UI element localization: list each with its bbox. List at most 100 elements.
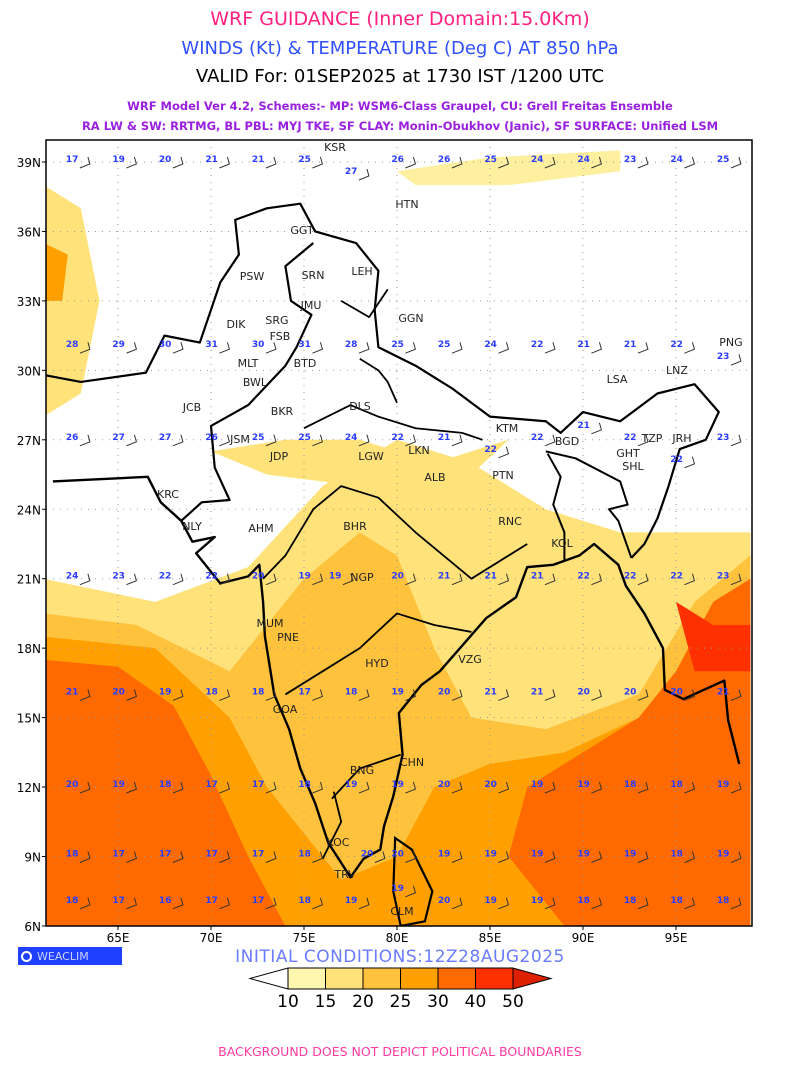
temperature-value: 25 <box>484 155 497 165</box>
valid-time: VALID For: 01SEP2025 at 1730 IST /1200 U… <box>195 66 605 87</box>
temperature-value: 17 <box>252 780 265 790</box>
wind-barb-icon <box>591 897 603 910</box>
wind-barb-icon <box>451 342 463 354</box>
wind-barb-icon <box>79 434 91 447</box>
wind-barb-icon <box>451 573 463 586</box>
station-label-lgw: LGW <box>358 450 384 463</box>
lat-label: 30N <box>17 364 41 378</box>
station-labels: KSR HTN GGT LEH SRN PSW JMU DIK SRG FSB GGN MLT BTD B… <box>157 141 743 918</box>
station-label-alb: ALB <box>424 471 445 484</box>
station-label-jrh: JRH <box>671 432 691 445</box>
station-label-srg: SRG <box>265 314 288 327</box>
temperature-value: 18 <box>66 850 79 860</box>
temperature-value: 20 <box>112 687 125 697</box>
temperature-value: 21 <box>438 433 451 443</box>
temperature-value: 18 <box>252 687 265 697</box>
map-frame <box>45 139 753 927</box>
lat-label: 12N <box>17 781 41 795</box>
wind-barb-icon <box>219 781 231 794</box>
wind-barb-icon <box>172 851 184 863</box>
temperature-value: 26 <box>438 155 451 165</box>
temperature-value: 21 <box>252 155 265 165</box>
temperature-value: 20 <box>391 572 404 582</box>
state-border <box>331 753 402 800</box>
temperature-value: 25 <box>438 340 451 350</box>
wind-barb-icon <box>637 897 649 910</box>
logo-text: WEACLIM <box>37 949 89 963</box>
wind-barb-icon <box>684 342 696 354</box>
temperature-value: 22 <box>670 572 683 582</box>
station-label-bwl: BWL <box>243 376 268 389</box>
wind-barb-icon <box>451 851 463 863</box>
shade-west-north <box>46 186 100 416</box>
wind-barb-icon <box>79 897 91 910</box>
wind-barb-icon <box>265 689 277 701</box>
western-border <box>180 242 315 522</box>
wind-barb-icon <box>544 342 556 354</box>
lon-label: 70E <box>200 931 223 945</box>
station-label-rnc: RNC <box>498 515 522 528</box>
wind-barb-icon <box>730 897 742 910</box>
colorbar-label: 25 <box>389 992 412 1012</box>
station-label-ksr: KSR <box>324 141 346 154</box>
temperature-value: 21 <box>205 155 218 165</box>
station-label-kol: KOL <box>551 537 573 550</box>
temperature-value: 22 <box>205 572 218 582</box>
wind-barb-icon <box>358 781 370 794</box>
wind-barb-icon <box>591 781 603 794</box>
wind-barb-icon <box>498 156 510 169</box>
temperature-value: 18 <box>624 896 637 906</box>
station-label-ght: GHT <box>616 447 640 460</box>
station-label-dls: DLS <box>349 400 371 413</box>
temperature-value: 20 <box>670 687 683 697</box>
lon-label: 95E <box>665 931 688 945</box>
wind-barb-icon <box>498 342 510 354</box>
wind-barb-icon <box>637 156 649 169</box>
temperature-value: 22 <box>391 433 404 443</box>
wind-barb-icon <box>126 781 138 794</box>
temperature-value: 26 <box>66 433 79 443</box>
wind-barb-icon <box>312 897 324 910</box>
wind-barb-icon <box>684 573 696 586</box>
colorbar-label: 20 <box>352 992 374 1012</box>
wind-barb-icon <box>374 851 386 863</box>
temperature-value: 30 <box>252 340 265 350</box>
temperature-value: 18 <box>159 780 172 790</box>
shade-north-india <box>211 439 509 487</box>
footer-disclaimer: BACKGROUND DOES NOT DEPICT POLITICAL BOU… <box>218 1044 582 1059</box>
temperature-value: 20 <box>159 155 172 165</box>
station-label-jsm: JSM <box>229 433 250 446</box>
west-bengal-border <box>546 453 566 561</box>
station-label-jcb: JCB <box>182 401 201 414</box>
temperature-value: 19 <box>345 780 358 790</box>
wind-barb-icon <box>544 897 556 910</box>
station-label-goa: GOA <box>273 703 298 716</box>
temperature-value: 24 <box>531 155 544 165</box>
wind-barb-icon <box>544 851 556 863</box>
wind-barb-icon <box>498 446 510 459</box>
temperature-values: 17 19 20 21 21 25 27 26 26 25 24 24 23 24 25 28 29 30 31 30… <box>66 155 742 910</box>
temperature-value: 18 <box>66 896 79 906</box>
station-label-psw: PSW <box>240 270 265 283</box>
wind-barb-icon <box>637 434 649 447</box>
colorbar-segment <box>400 967 439 990</box>
station-label-mum: MUM <box>256 617 283 630</box>
temperature-value: 22 <box>484 445 497 455</box>
station-label-lkn: LKN <box>408 444 430 457</box>
wind-barb-icon <box>342 573 354 586</box>
wind-barb-icon <box>126 342 138 354</box>
temperature-value: 19 <box>531 850 544 860</box>
colorbar-segment <box>287 967 326 990</box>
wind-barb-icon <box>451 156 463 169</box>
wind-barb-icon <box>684 689 696 701</box>
wind-barb-icon <box>219 573 231 586</box>
station-label-bng: BNG <box>350 764 374 777</box>
wind-barb-icon <box>730 573 742 586</box>
temperature-value: 22 <box>531 433 544 443</box>
temperature-value: 18 <box>298 850 311 860</box>
temperature-value: 23 <box>112 572 125 582</box>
temperature-value: 19 <box>112 780 125 790</box>
temperature-value: 21 <box>624 340 637 350</box>
temperature-value: 23 <box>717 352 730 362</box>
wind-barb-icon <box>591 851 603 863</box>
